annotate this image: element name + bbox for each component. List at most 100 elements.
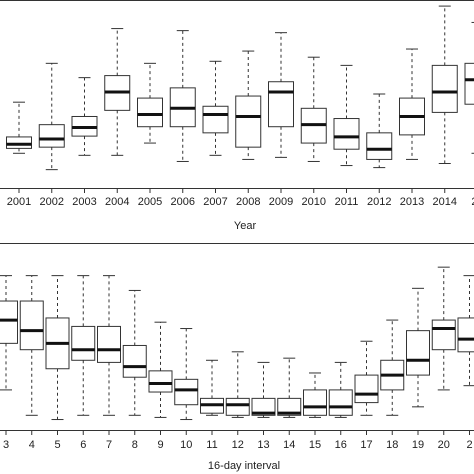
box-1-17 xyxy=(431,266,456,391)
x-tick-label: 10 xyxy=(180,439,192,451)
x-tick-label: 2010 xyxy=(302,196,326,208)
box-iqr xyxy=(235,95,262,148)
x-tick-label: 2007 xyxy=(203,196,227,208)
box-iqr xyxy=(225,397,250,416)
x-tick-label: 15 xyxy=(309,439,321,451)
box-1-8 xyxy=(200,359,224,416)
x-tick-label: 19 xyxy=(412,439,424,451)
box-0-2 xyxy=(71,77,98,156)
x-tick-label: 18 xyxy=(386,439,398,451)
box-iqr xyxy=(457,317,474,353)
panel-interval-boxes xyxy=(0,266,474,421)
box-iqr xyxy=(137,97,163,128)
x-axis-title-interval: 16-day interval xyxy=(208,460,280,472)
x-tick-label: 2006 xyxy=(171,196,195,208)
x-tick-label: 14 xyxy=(283,439,295,451)
x-axis-title-year: Year xyxy=(234,220,257,232)
x-tick-label: 2003 xyxy=(72,196,96,208)
x-tick-label: 9 xyxy=(157,439,163,451)
box-0-12 xyxy=(399,48,425,160)
x-tick-label: 2013 xyxy=(400,196,424,208)
x-tick-label: 2012 xyxy=(367,196,391,208)
box-1-14 xyxy=(354,340,379,416)
x-tick-label: 13 xyxy=(257,439,269,451)
box-iqr xyxy=(122,344,147,378)
box-0-5 xyxy=(169,30,196,162)
x-tick-label: 12 xyxy=(232,439,244,451)
box-iqr xyxy=(97,325,121,363)
x-tick-label: 8 xyxy=(132,439,138,451)
x-tick-label: 2009 xyxy=(269,196,293,208)
box-iqr xyxy=(328,389,353,416)
panel-year: 2001 2002 2003 2004 2005 2006 2007 2008 2009 2010… xyxy=(0,0,474,232)
box-1-5 xyxy=(122,289,147,416)
box-iqr xyxy=(303,389,327,416)
box-0-10 xyxy=(333,64,360,167)
box-1-7 xyxy=(174,328,199,421)
x-tick-label: 6 xyxy=(80,439,86,451)
x-tick-label: 5 xyxy=(54,439,60,451)
box-1-11 xyxy=(277,357,302,418)
box-1-6 xyxy=(148,321,173,418)
panel-interval-ticks: 3 4 5 6 7 8 9 10 11 12 13 14 15 16 17 18 19 20 2 xyxy=(3,430,473,451)
box-iqr xyxy=(38,124,65,148)
box-iqr xyxy=(366,132,393,160)
box-0-0 xyxy=(6,101,32,154)
box-0-1 xyxy=(38,62,65,171)
box-iqr xyxy=(251,397,276,416)
x-tick-label: 2 xyxy=(466,439,472,451)
box-iqr xyxy=(0,300,18,344)
box-iqr xyxy=(354,374,379,404)
box-iqr xyxy=(6,136,32,149)
x-tick-label: 2008 xyxy=(236,196,260,208)
x-tick-label: 20 xyxy=(438,439,450,451)
x-tick-label: 2002 xyxy=(40,196,64,208)
box-0-9 xyxy=(300,56,327,162)
panel-year-ticks: 2001 2002 2003 2004 2005 2006 2007 2008 2009 2010… xyxy=(7,188,474,208)
x-tick-label: 7 xyxy=(106,439,112,451)
x-tick-label: 17 xyxy=(360,439,372,451)
box-iqr xyxy=(148,370,173,393)
box-1-13 xyxy=(328,361,353,418)
box-1-16 xyxy=(406,287,430,408)
box-1-10 xyxy=(251,361,276,418)
box-iqr xyxy=(464,62,474,105)
box-iqr xyxy=(19,300,44,351)
box-iqr xyxy=(71,325,96,361)
box-0-13 xyxy=(431,5,458,165)
box-1-0 xyxy=(0,275,18,391)
box-iqr xyxy=(174,378,199,406)
x-tick-label: 20 xyxy=(471,196,474,208)
box-0-6 xyxy=(202,60,229,156)
x-tick-label: 2005 xyxy=(138,196,162,208)
box-1-4 xyxy=(97,275,121,416)
box-0-14 xyxy=(464,21,474,154)
box-iqr xyxy=(431,64,458,113)
box-1-15 xyxy=(380,319,405,416)
panel-year-boxes xyxy=(6,5,474,171)
box-1-3 xyxy=(71,275,96,416)
x-tick-label: 11 xyxy=(206,439,217,451)
x-tick-label: 4 xyxy=(29,439,35,451)
box-1-12 xyxy=(303,372,327,418)
box-iqr xyxy=(277,397,302,416)
box-0-4 xyxy=(137,62,163,144)
box-iqr xyxy=(431,319,456,351)
x-tick-label: 2001 xyxy=(7,196,31,208)
box-iqr xyxy=(333,118,360,150)
box-1-18 xyxy=(457,275,474,387)
box-iqr xyxy=(406,330,430,376)
box-1-9 xyxy=(225,351,250,418)
box-iqr xyxy=(268,81,294,128)
x-tick-label: 16 xyxy=(335,439,347,451)
x-tick-label: 2011 xyxy=(335,196,359,208)
x-tick-label: 2014 xyxy=(433,196,457,208)
box-iqr xyxy=(202,105,229,134)
box-1-1 xyxy=(19,275,44,416)
box-0-8 xyxy=(268,32,294,158)
x-tick-label: 3 xyxy=(3,439,9,451)
x-tick-label: 2004 xyxy=(105,196,129,208)
box-0-3 xyxy=(104,28,131,156)
box-0-11 xyxy=(366,93,393,169)
